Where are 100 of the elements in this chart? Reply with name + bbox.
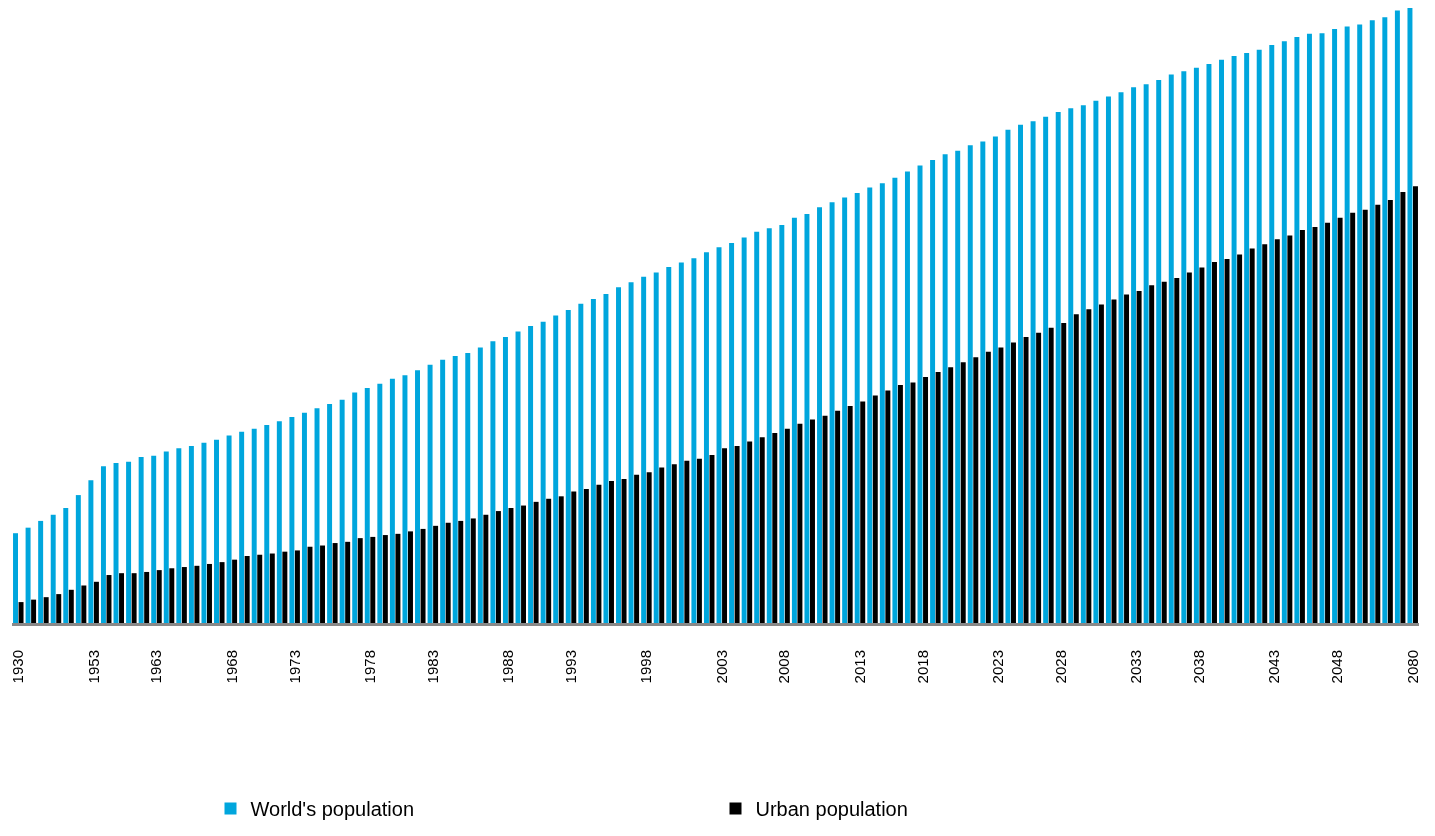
bar xyxy=(433,525,439,623)
bar xyxy=(948,367,954,623)
bar xyxy=(678,262,684,623)
bar xyxy=(440,359,446,623)
bar xyxy=(1036,332,1042,623)
bar xyxy=(1400,191,1406,623)
bar xyxy=(1413,186,1418,623)
bar xyxy=(1068,108,1074,623)
bar xyxy=(364,388,370,623)
bar xyxy=(345,541,351,623)
bar xyxy=(609,480,614,623)
bar xyxy=(1256,49,1262,623)
bar xyxy=(791,217,797,623)
x-tick-label: 1978 xyxy=(360,650,378,684)
bar xyxy=(1118,92,1124,623)
bar xyxy=(1249,248,1255,623)
bar xyxy=(502,337,508,623)
bar xyxy=(960,362,966,623)
bar xyxy=(590,298,596,623)
bar xyxy=(226,435,232,623)
bar xyxy=(1136,290,1142,623)
bar xyxy=(565,309,571,623)
bar xyxy=(779,225,785,623)
bar xyxy=(188,445,194,623)
x-tick-label: 2018 xyxy=(913,650,931,684)
bar xyxy=(151,455,157,623)
bar xyxy=(465,353,471,623)
bar xyxy=(483,514,489,623)
bar xyxy=(1219,59,1224,623)
bar xyxy=(264,424,270,623)
bar xyxy=(716,247,722,623)
bar xyxy=(515,331,521,623)
bar xyxy=(50,514,56,623)
x-tick-label: 2048 xyxy=(1328,650,1346,684)
x-tick-label: 1973 xyxy=(285,650,303,684)
bar xyxy=(1080,105,1086,623)
bar xyxy=(691,258,697,623)
bar xyxy=(1244,52,1250,623)
bar xyxy=(973,357,979,623)
bar xyxy=(1161,281,1167,623)
bar xyxy=(616,287,621,623)
bar xyxy=(533,501,539,623)
bar xyxy=(169,568,175,623)
bar xyxy=(100,466,106,623)
bar xyxy=(382,535,388,623)
bar xyxy=(1319,33,1325,623)
x-tick-label: 1993 xyxy=(561,650,579,684)
bar xyxy=(1043,116,1049,623)
bar xyxy=(294,550,300,623)
bar xyxy=(854,193,860,623)
bar xyxy=(540,321,546,623)
bar xyxy=(126,461,132,623)
bar xyxy=(1048,327,1054,623)
bar xyxy=(766,228,772,623)
bar xyxy=(181,567,187,623)
bar xyxy=(810,419,815,623)
bar xyxy=(38,520,44,623)
bar xyxy=(1362,209,1368,623)
bar xyxy=(784,428,790,623)
bar xyxy=(1168,74,1174,623)
bar xyxy=(817,207,822,623)
bar xyxy=(998,347,1004,623)
bar xyxy=(452,356,458,623)
bar xyxy=(729,242,735,623)
bar xyxy=(93,581,99,623)
bar xyxy=(521,505,527,623)
bar xyxy=(389,378,395,623)
x-tick-label: 2038 xyxy=(1190,650,1208,684)
bar xyxy=(88,480,94,623)
bar xyxy=(495,511,501,623)
bar xyxy=(144,571,150,623)
x-tick-label: 1930 xyxy=(9,650,27,684)
legend-label: Urban population xyxy=(755,798,908,821)
bar xyxy=(659,467,665,623)
bar xyxy=(63,508,69,623)
bar xyxy=(917,165,923,623)
x-tick-label: 1988 xyxy=(499,650,517,684)
bar xyxy=(327,404,333,623)
bar xyxy=(923,377,929,623)
bar xyxy=(558,496,564,623)
legend-label: World's population xyxy=(250,798,415,821)
bar xyxy=(1274,239,1280,623)
bar xyxy=(490,341,496,623)
bar xyxy=(332,543,338,623)
bar xyxy=(43,597,49,623)
x-tick-label: 2028 xyxy=(1051,650,1069,684)
bar xyxy=(653,272,659,623)
bar xyxy=(671,464,677,623)
bar xyxy=(232,559,238,623)
bar xyxy=(879,183,885,623)
bar xyxy=(842,197,848,623)
bar xyxy=(314,408,320,623)
bar xyxy=(1018,124,1023,623)
bar xyxy=(703,252,709,623)
bar xyxy=(1332,28,1338,623)
bar xyxy=(176,448,182,623)
bar xyxy=(1156,79,1162,623)
bar xyxy=(219,562,225,623)
bar xyxy=(25,527,31,623)
bar xyxy=(75,495,81,623)
